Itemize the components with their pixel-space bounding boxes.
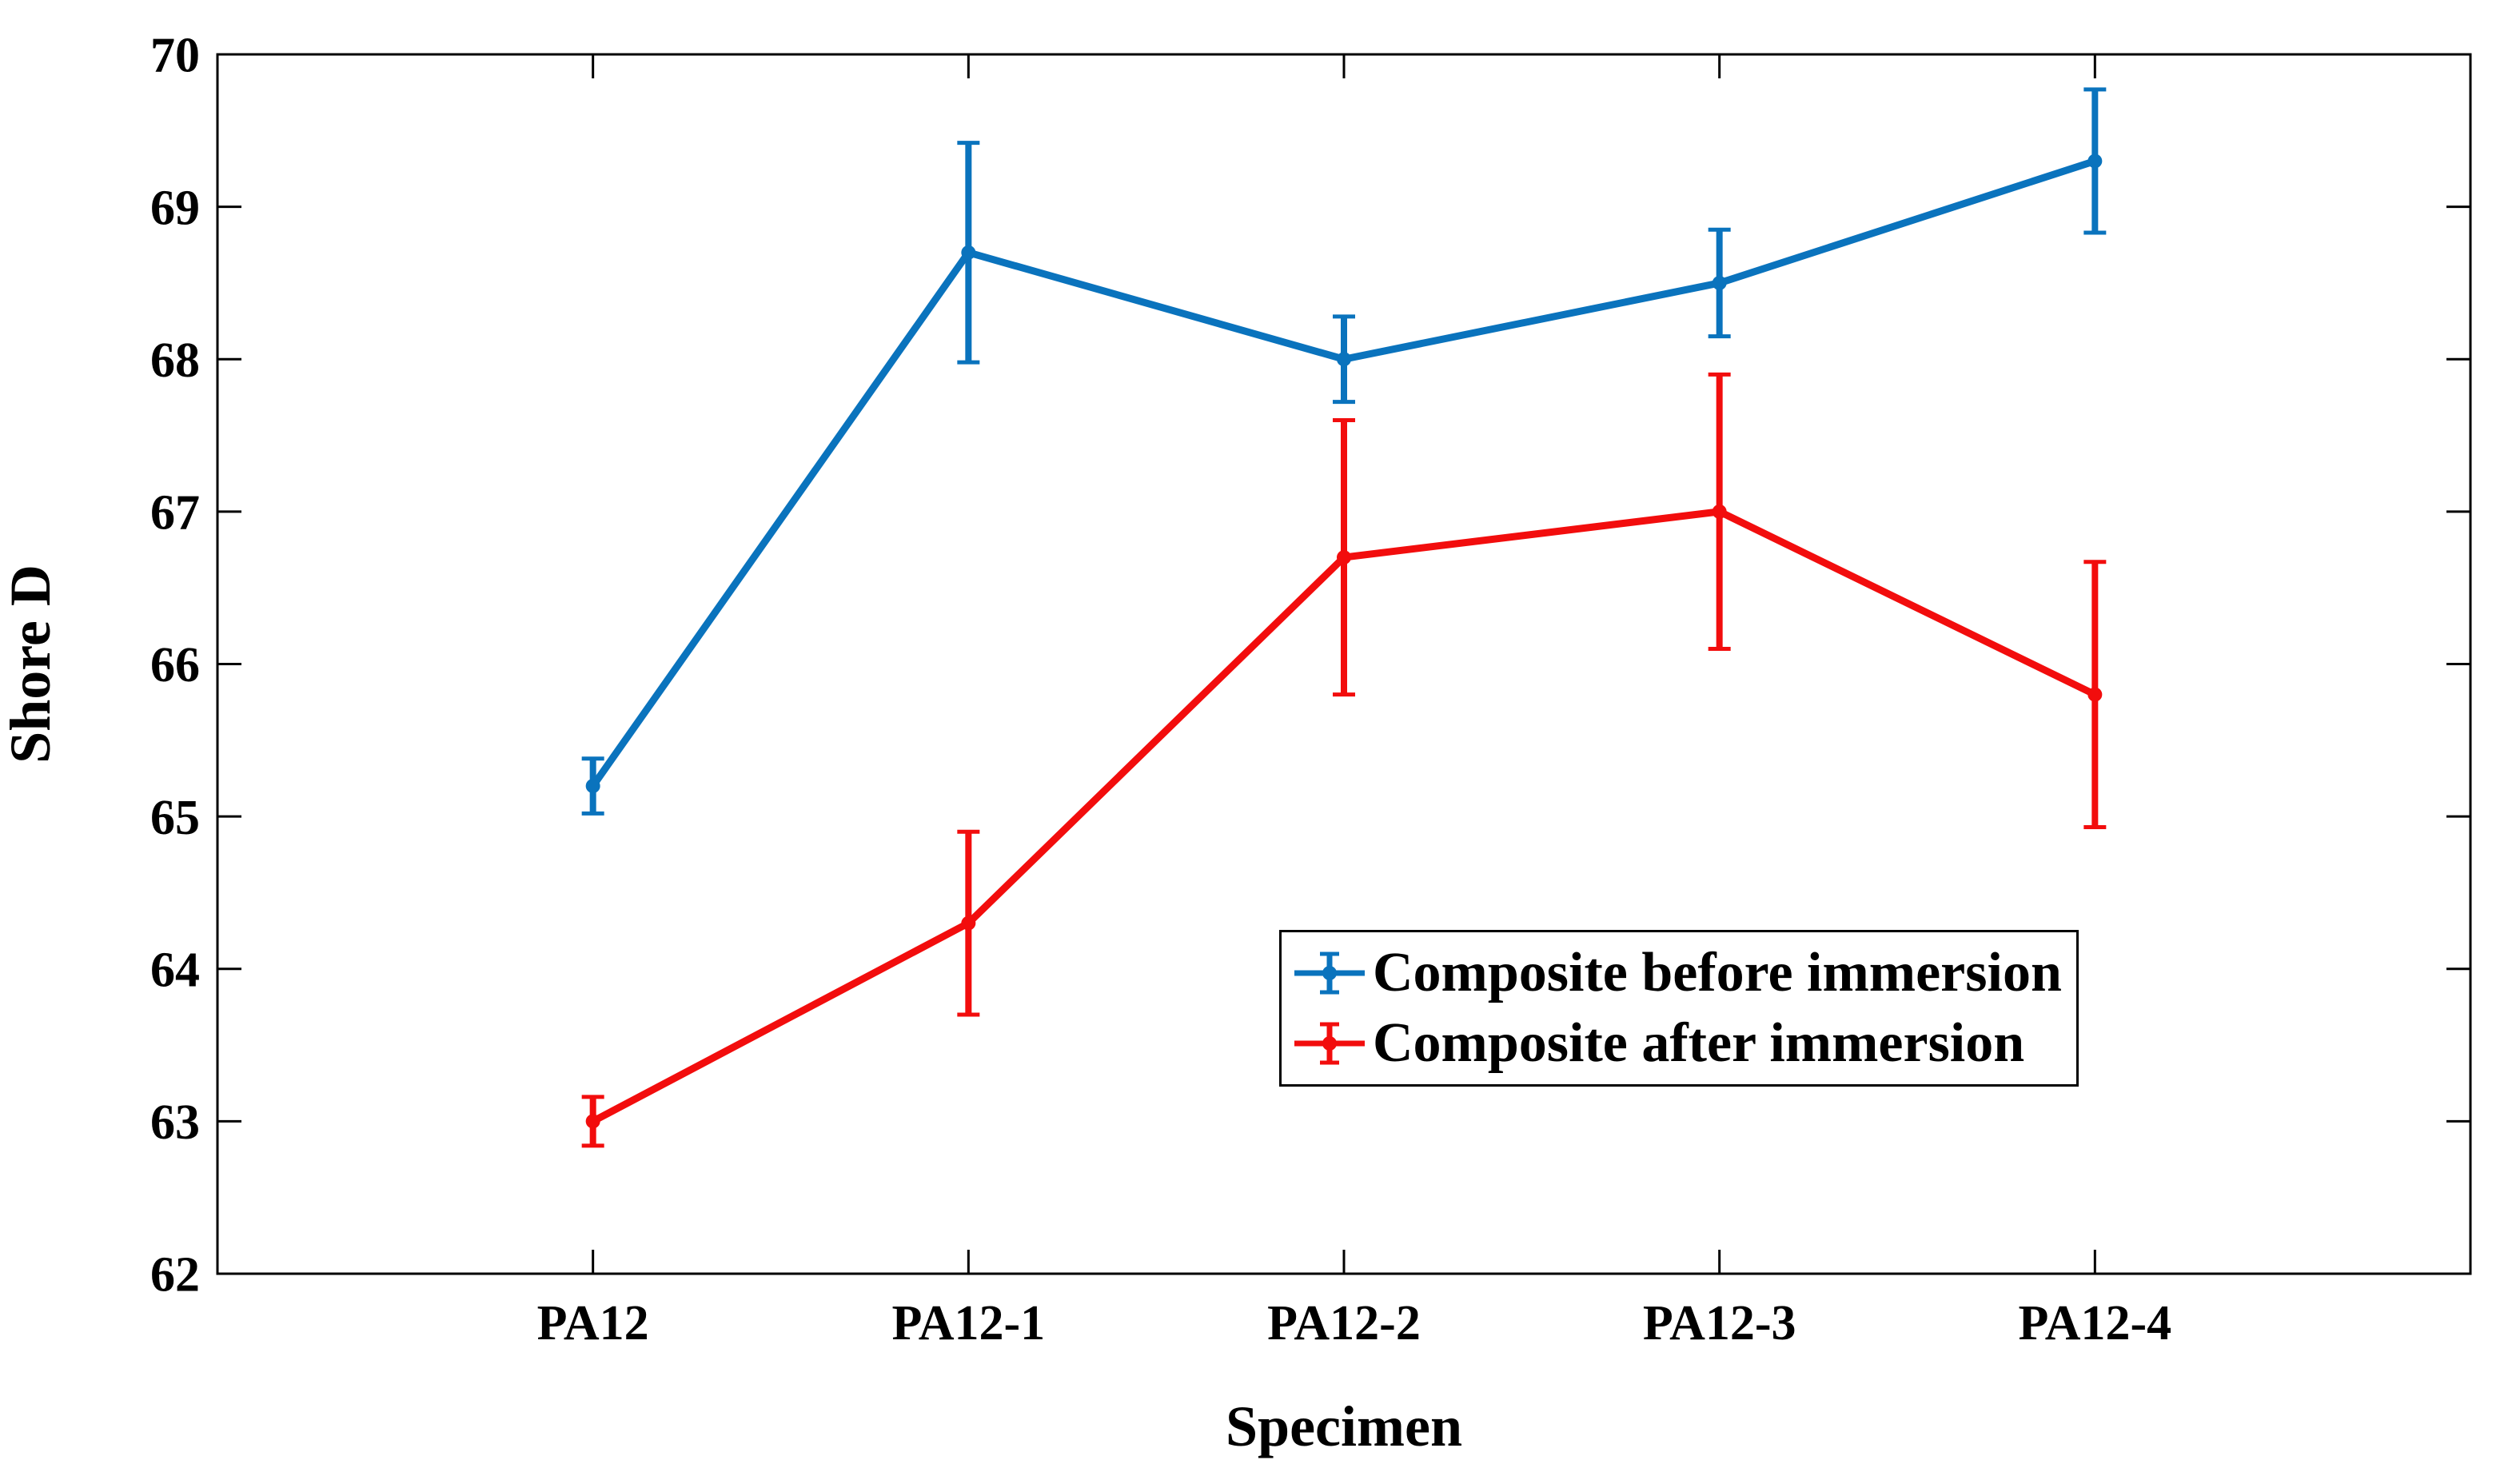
x-tick-label: PA12-3: [1643, 1296, 1796, 1350]
y-tick-label: 68: [150, 333, 200, 388]
x-tick-label: PA12-1: [891, 1296, 1045, 1350]
legend-item-before-immersion: Composite before immersion: [1291, 939, 2062, 1007]
x-tick-label: PA12-2: [1267, 1296, 1421, 1350]
legend-label: Composite before immersion: [1373, 942, 2062, 1003]
y-axis-label: Shore D: [0, 564, 62, 764]
x-tick-label: PA12: [537, 1296, 649, 1350]
series-composite-after-immersion: [581, 372, 2107, 1148]
errorbar-marker-icon: [1294, 951, 1365, 995]
x-axis: PA12 PA12-1 PA12-2 PA12-3 PA12-4: [537, 54, 2171, 1350]
y-tick-label: 67: [150, 486, 200, 541]
x-axis-label: Specimen: [1226, 1394, 1462, 1458]
errorbar-marker-icon: [1294, 1022, 1365, 1065]
legend-label: Composite after immersion: [1373, 1012, 2025, 1074]
y-axis: 62 63 64 65 66 67 68 69 70: [150, 29, 2470, 1302]
y-tick-label: 66: [150, 638, 200, 692]
legend: Composite before immersion Composite aft…: [1279, 930, 2079, 1087]
x-tick-label: PA12-4: [2018, 1296, 2171, 1350]
series-composite-before-immersion: [581, 87, 2107, 816]
y-tick-label: 62: [150, 1248, 200, 1302]
y-tick-label: 63: [150, 1095, 200, 1150]
y-tick-label: 65: [150, 791, 200, 845]
legend-item-after-immersion: Composite after immersion: [1291, 1009, 2062, 1078]
y-tick-label: 70: [150, 29, 200, 83]
y-tick-label: 69: [150, 181, 200, 235]
y-tick-label: 64: [150, 943, 200, 997]
